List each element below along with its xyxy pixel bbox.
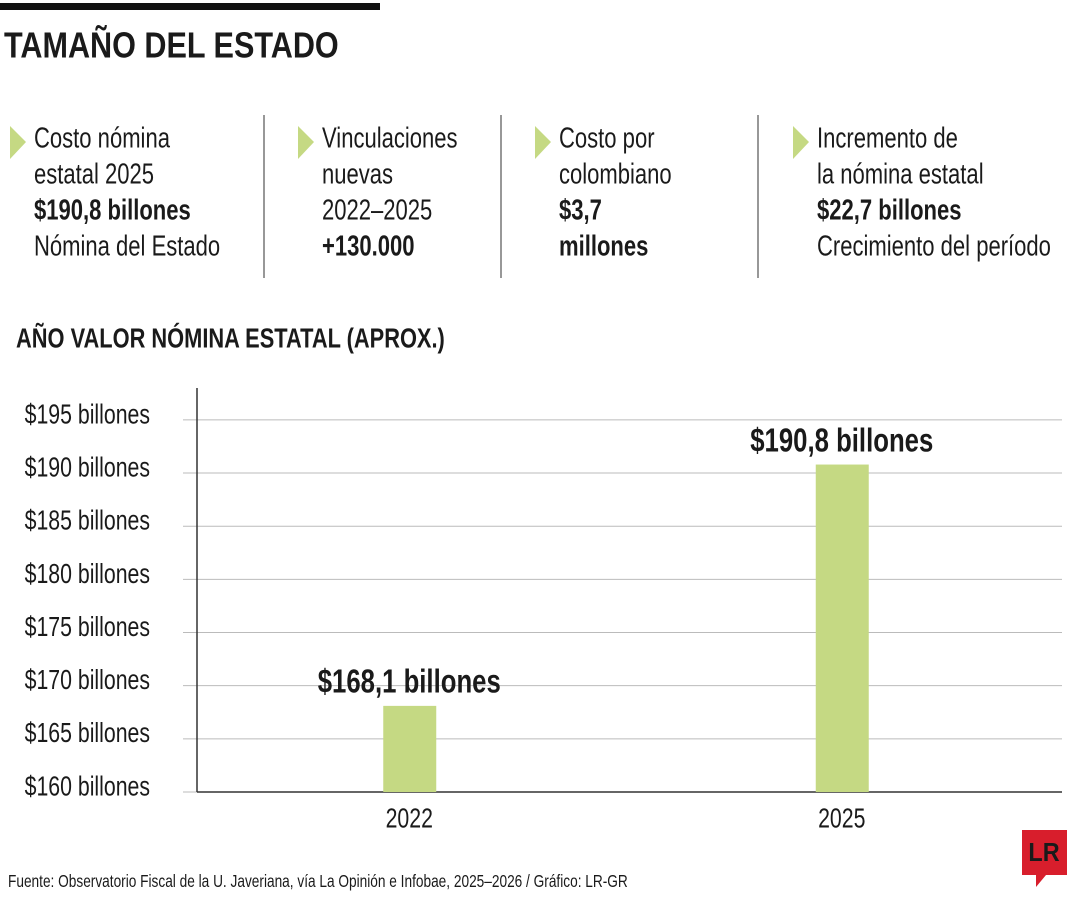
y-tick-label: $195 billones <box>25 399 150 431</box>
source-note: Fuente: Observatorio Fiscal de la U. Jav… <box>8 872 628 891</box>
y-tick-label: $160 billones <box>25 771 150 803</box>
stat-line: $190,8 billones <box>34 195 191 227</box>
bar <box>815 464 869 792</box>
stat-line: $3,7 <box>559 195 602 227</box>
stat-line: $22,7 billones <box>817 195 962 227</box>
stat-line: Vinculaciones <box>322 123 458 155</box>
stat-line: colombiano <box>559 159 672 191</box>
bar <box>383 705 437 792</box>
stat-line: Nómina del Estado <box>34 231 220 263</box>
stat-line: Crecimiento del período <box>817 231 1051 263</box>
stat-line: nuevas <box>322 159 393 191</box>
x-tick-label: 2022 <box>386 803 433 835</box>
arrow-icon <box>10 126 26 159</box>
stat-line: Incremento de <box>817 123 958 155</box>
page-title: TAMAÑO DEL ESTADO <box>4 25 339 66</box>
y-tick-label: $165 billones <box>25 717 150 749</box>
stat-line: +130.000 <box>322 231 415 263</box>
y-tick-label: $185 billones <box>25 505 150 537</box>
stat-line: estatal 2025 <box>34 159 154 191</box>
value-label: $168,1 billones <box>318 664 501 701</box>
top-bar <box>0 3 380 10</box>
logo-text: LR <box>1028 839 1059 867</box>
stat-line: Costo por <box>559 123 655 155</box>
arrow-icon <box>535 126 551 159</box>
chart-title: AÑO VALOR NÓMINA ESTATAL (APROX.) <box>16 321 445 354</box>
y-tick-label: $180 billones <box>25 558 150 590</box>
y-tick-label: $175 billones <box>25 611 150 643</box>
logo-badge <box>1022 830 1067 887</box>
value-label: $190,8 billones <box>750 422 933 459</box>
stat-line: millones <box>559 231 648 263</box>
stat-line: 2022–2025 <box>322 195 432 227</box>
y-tick-label: $190 billones <box>25 452 150 484</box>
y-tick-label: $170 billones <box>25 664 150 696</box>
stat-line: la nómina estatal <box>817 159 984 191</box>
stat-line: Costo nómina <box>34 123 171 155</box>
x-tick-label: 2025 <box>818 803 865 835</box>
arrow-icon <box>298 126 314 159</box>
arrow-icon <box>793 126 809 159</box>
